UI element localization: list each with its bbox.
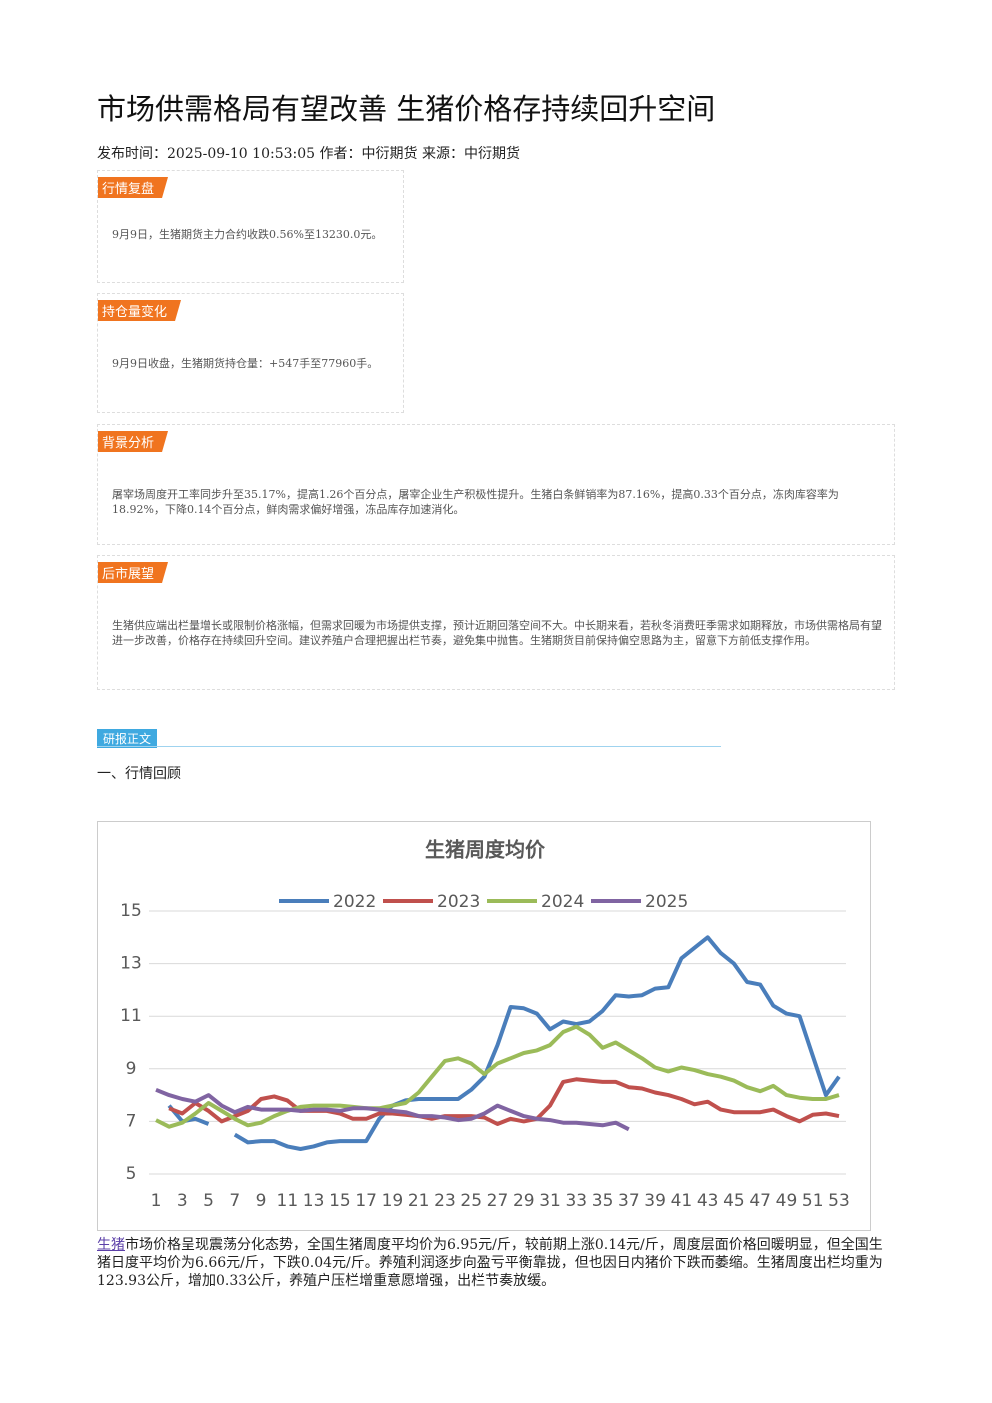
y-tick-label: 15 (120, 901, 142, 921)
y-tick-label: 5 (126, 1164, 137, 1184)
chart-title: 生猪周度均价 (425, 838, 546, 862)
series-line (168, 1077, 840, 1126)
section-label: 背景分析 (98, 431, 168, 452)
x-tick-label: 35 (592, 1191, 614, 1211)
title: 市场供需格局有望改善 生猪价格存持续回升空间 (97, 92, 716, 126)
paragraph: 市场价格呈现震荡分化态势，全国生猪周度平均价为6.95元/斤，较前期上涨0.14… (97, 1237, 883, 1289)
x-tick-label: 7 (229, 1191, 240, 1211)
x-tick-label: 43 (697, 1191, 719, 1211)
x-tick-label: 9 (256, 1191, 267, 1211)
section-label: 持仓量变化 (98, 300, 181, 321)
section-label: 后市展望 (98, 562, 168, 583)
series-line (155, 1087, 630, 1132)
report-tag: 研报正文 (97, 729, 158, 748)
y-tick-label: 11 (120, 1006, 142, 1026)
x-tick-label: 53 (828, 1191, 850, 1211)
legend-label: 2022 (333, 892, 376, 912)
x-tick-label: 3 (177, 1191, 188, 1211)
section-box: 持仓量变化 9月9日收盘，生猪期货持仓量：+547手至77960手。 (97, 293, 404, 413)
legend-label: 2023 (437, 892, 480, 912)
x-tick-label: 33 (565, 1191, 587, 1211)
x-tick-label: 39 (644, 1191, 666, 1211)
section-box: 后市展望生猪供应端出栏量增长或限制价格涨幅，但需求回暖为市场提供支撑，预计近期回… (97, 555, 895, 690)
section-box: 背景分析屠宰场周度开工率同步升至35.17%，提高1.26个百分点，屠宰企业生产… (97, 424, 895, 545)
x-tick-label: 29 (513, 1191, 535, 1211)
x-tick-label: 25 (460, 1191, 482, 1211)
section-text: 9月9日，生猪期货主力合约收跌0.56%至13230.0元。 (112, 228, 383, 241)
legend-label: 2024 (541, 892, 584, 912)
series-line (155, 1024, 840, 1129)
x-tick-label: 37 (618, 1191, 640, 1211)
x-tick-label: 23 (434, 1191, 456, 1211)
x-tick-label: 19 (382, 1191, 404, 1211)
x-tick-label: 41 (671, 1191, 693, 1211)
x-tick-label: 1 (151, 1191, 162, 1211)
section-text: 9月9日收盘，生猪期货持仓量：+547手至77960手。 (112, 357, 379, 370)
x-tick-label: 47 (749, 1191, 771, 1211)
y-tick-label: 7 (126, 1111, 137, 1131)
legend-label: 2025 (645, 892, 688, 912)
chart-frame: 生猪周度均价 5 7 9 11 13 15 1 3 5 7 9 11 13 15 17 19 21 23 25 27 2… (97, 821, 871, 1231)
section-box: 行情复盘 9月9日，生猪期货主力合约收跌0.56%至13230.0元。 (97, 170, 404, 283)
x-tick-label: 49 (776, 1191, 798, 1211)
x-tick-label: 5 (203, 1191, 214, 1211)
x-tick-label: 31 (539, 1191, 561, 1211)
x-tick-label: 21 (408, 1191, 430, 1211)
divider (97, 746, 721, 747)
y-tick-label: 9 (126, 1059, 137, 1079)
x-tick-label: 11 (277, 1191, 299, 1211)
x-tick-label: 27 (487, 1191, 509, 1211)
body-text: 生猪市场价格呈现震荡分化态势，全国生猪周度平均价为6.95元/斤，较前期上涨0.… (97, 1236, 893, 1290)
y-tick-label: 13 (120, 954, 142, 974)
x-tick-label: 13 (303, 1191, 325, 1211)
x-tick-label: 15 (329, 1191, 351, 1211)
section-text: 生猪供应端出栏量增长或限制价格涨幅，但需求回暖为市场提供支撑，预计近期回落空间不… (112, 619, 882, 647)
section-text: 屠宰场周度开工率同步升至35.17%，提高1.26个百分点，屠宰企业生产积极性提… (112, 488, 839, 516)
heading: 一、行情回顾 (97, 766, 181, 782)
meta: 发布时间：2025-09-10 10:53:05 作者：中衍期货 来源：中衍期货 (97, 146, 520, 162)
x-tick-label: 17 (355, 1191, 377, 1211)
section-label: 行情复盘 (98, 177, 168, 198)
link[interactable]: 生猪 (97, 1237, 125, 1253)
x-tick-label: 45 (723, 1191, 745, 1211)
x-tick-label: 51 (802, 1191, 824, 1211)
